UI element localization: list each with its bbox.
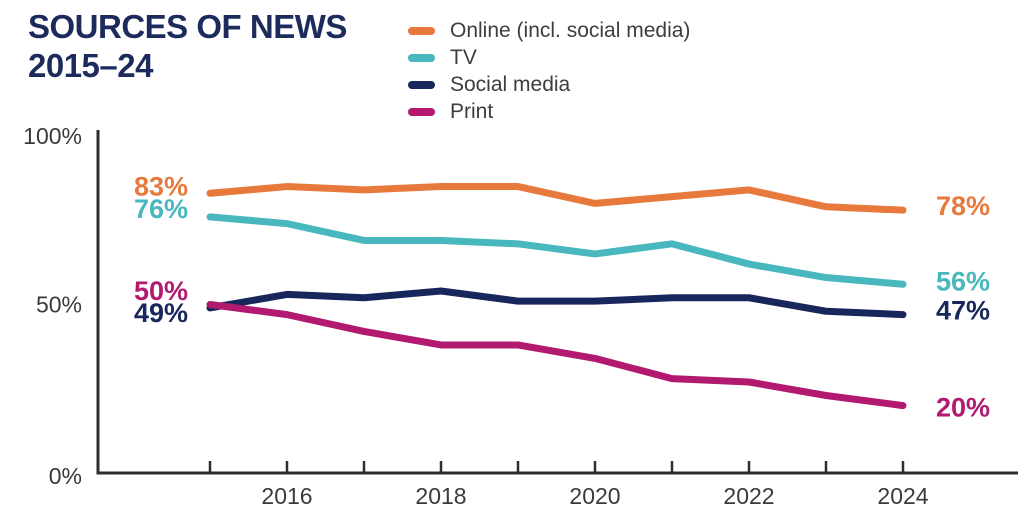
start-value-label: 76% [134,194,188,224]
start-value-label: 83% [134,171,188,201]
legend-swatch-tv-icon [408,53,435,62]
y-axis-label: 100% [23,123,82,149]
chart-title-line-1: SOURCES OF NEWS [28,8,347,45]
chart-title-block: SOURCES OF NEWS 2015–24 [28,8,347,86]
x-axis-label: 2018 [415,483,466,509]
start-value-label: 49% [134,298,188,328]
y-axis-label: 50% [36,292,82,318]
legend-item-tv: TV [408,44,690,71]
x-axis-label: 2016 [261,483,312,509]
end-value-label: 20% [936,393,990,423]
x-axis-label: 2022 [723,483,774,509]
legend-label-tv: TV [450,45,477,69]
x-axis-label: 2024 [877,483,928,509]
legend-label-print: Print [450,99,494,123]
series-line-3 [206,287,907,319]
series-line-2 [206,213,907,288]
chart-legend: Online (incl. social media) TV Social me… [408,17,690,125]
legend-item-social-media: Social media [408,71,690,98]
legend-swatch-social-media-icon [408,80,435,89]
end-value-label: 47% [936,296,990,326]
legend-item-online: Online (incl. social media) [408,17,690,44]
chart-title-line-2: 2015–24 [28,46,153,84]
start-value-label: 50% [134,276,188,306]
legend-swatch-print-icon [408,107,435,116]
series-line-4 [206,301,907,410]
legend-item-print: Print [408,98,690,125]
legend-label-social-media: Social media [450,72,571,96]
legend-label-online: Online (incl. social media) [450,18,691,42]
y-axis-label: 0% [49,463,82,489]
end-value-label: 78% [936,191,990,221]
end-value-label: 56% [936,266,990,296]
legend-swatch-online-icon [408,26,435,35]
x-axis-label: 2020 [569,483,620,509]
series-line-1 [206,183,907,214]
